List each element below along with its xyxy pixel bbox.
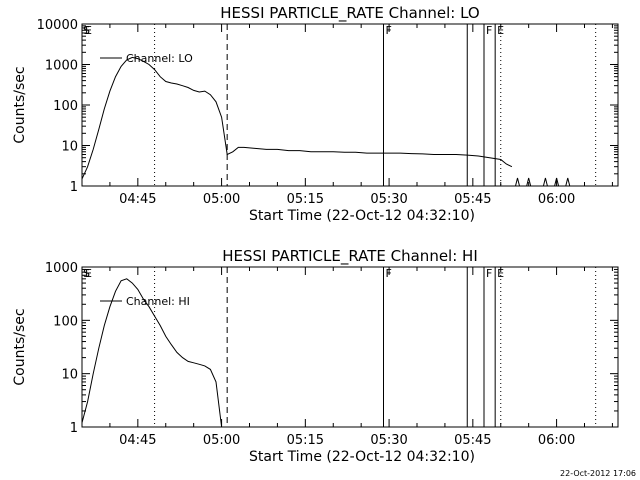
corner-label: E [85, 24, 92, 37]
y-tick-label: 100 [53, 99, 78, 114]
x-tick-label: 05:30 [370, 192, 407, 207]
x-tick-label: 05:30 [370, 433, 407, 448]
flag-label: E [497, 267, 504, 280]
series-line [81, 278, 223, 428]
x-tick-label: 05:00 [203, 433, 240, 448]
corner-label: S [83, 267, 90, 280]
flag-label: F [386, 24, 392, 37]
flag-label: F [386, 267, 392, 280]
lo-channel-panel: HESSI PARTICLE_RATE Channel: LO 04:45 05:0… [12, 4, 619, 224]
y-tick-label: 1000 [45, 261, 78, 276]
series-spike [565, 177, 571, 187]
y-tick-label: 1 [70, 180, 78, 195]
x-axis-label: Start Time (22-Oct-12 04:32:10) [249, 208, 475, 224]
chart-title: HESSI PARTICLE_RATE Channel: HI [222, 247, 478, 266]
y-tick-label: 1000 [45, 59, 78, 74]
flag-label: F [486, 24, 492, 37]
y-tick-label: 10 [61, 368, 78, 383]
x-tick-label: 04:45 [119, 433, 156, 448]
flag-label: E [497, 24, 504, 37]
x-tick-label: 06:00 [538, 433, 575, 448]
legend-label: Channel: HI [126, 295, 190, 308]
y-axis-label: Counts/sec [12, 66, 28, 143]
x-tick-label: 04:45 [119, 192, 156, 207]
y-tick-label: 10000 [37, 18, 78, 33]
timestamp-stamp: 22-Oct-2012 17:06 [560, 469, 636, 478]
x-tick-label: 05:45 [454, 192, 491, 207]
x-tick-label: 05:45 [454, 433, 491, 448]
corner-label: S [83, 24, 90, 37]
corner-label: E [85, 267, 92, 280]
series-spike [554, 177, 560, 187]
legend-label: Channel: LO [126, 52, 193, 65]
series-spike [526, 177, 532, 187]
flag-label: F [486, 267, 492, 280]
series-line [81, 56, 513, 180]
x-tick-label: 06:00 [538, 192, 575, 207]
x-tick-label: 05:15 [287, 192, 324, 207]
series-spike [515, 177, 520, 187]
plot-frame [81, 23, 619, 187]
y-tick-label: 10 [61, 140, 78, 155]
series-spike [542, 177, 548, 187]
hi-channel-panel: HESSI PARTICLE_RATE Channel: HI 04:45 05:0… [12, 247, 619, 465]
x-axis-label: Start Time (22-Oct-12 04:32:10) [249, 449, 475, 465]
x-tick-label: 05:15 [287, 433, 324, 448]
y-tick-label: 100 [53, 314, 78, 329]
plot-frame [81, 266, 619, 428]
y-axis-label: Counts/sec [12, 308, 28, 385]
y-tick-label: 1 [70, 421, 78, 436]
x-tick-label: 05:00 [203, 192, 240, 207]
chart-title: HESSI PARTICLE_RATE Channel: LO [220, 4, 479, 23]
